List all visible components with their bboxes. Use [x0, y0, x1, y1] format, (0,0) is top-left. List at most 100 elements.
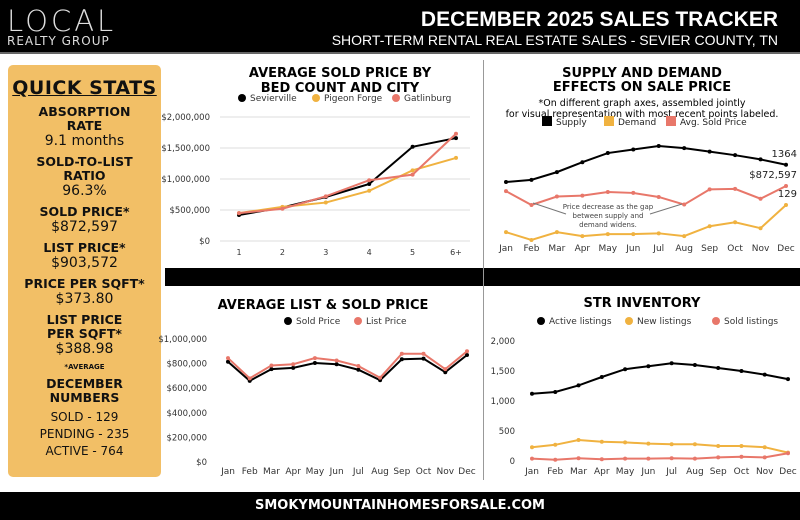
- data-point: [646, 364, 651, 369]
- data-point: [529, 238, 534, 242]
- legend-label: Pigeon Forge: [324, 94, 383, 104]
- data-point: [784, 203, 788, 207]
- x-tick-label: Jul: [665, 467, 677, 477]
- data-point: [762, 372, 767, 377]
- data-point: [334, 362, 339, 367]
- header: LOCAL REALTY GROUP DECEMBER 2025 SALES T…: [0, 0, 800, 54]
- stat-value: $872,597: [51, 219, 118, 235]
- data-point: [669, 361, 674, 366]
- x-tick-label: May: [599, 244, 618, 254]
- footer-website[interactable]: SMOKYMOUNTAINHOMESFORSALE.COM: [0, 492, 800, 520]
- chart-title: EFFECTS ON SALE PRICE: [553, 80, 731, 95]
- logo-subtitle: REALTY GROUP: [7, 34, 110, 48]
- stat-label: ABSORPTION RATE: [38, 104, 131, 133]
- y-tick-label: 0: [510, 457, 515, 467]
- data-point: [605, 151, 610, 156]
- data-point: [669, 456, 674, 461]
- x-tick-label: Dec: [779, 467, 796, 477]
- data-point: [504, 230, 508, 235]
- x-tick-label: Oct: [416, 467, 432, 477]
- data-point: [323, 194, 328, 199]
- data-point: [454, 136, 458, 141]
- legend-label: Sold listings: [724, 317, 778, 327]
- stat-price-sqft: PRICE PER SQFT* $373.80: [8, 277, 161, 308]
- chart-title: BED COUNT AND CITY: [261, 81, 420, 96]
- data-point: [656, 194, 661, 199]
- chart-title: AVERAGE LIST & SOLD PRICE: [218, 298, 429, 313]
- stat-label: LIST PRICE PER SQFT*: [46, 312, 123, 341]
- y-tick-label: 1,000: [491, 397, 515, 407]
- data-point: [623, 456, 628, 461]
- page-subtitle: SHORT-TERM RENTAL REAL ESTATE SALES - SE…: [331, 32, 778, 48]
- stat-value: 9.1 months: [44, 133, 125, 149]
- legend-marker: [284, 317, 292, 325]
- chart-title: STR INVENTORY: [584, 296, 702, 311]
- x-tick-label: 6+: [450, 248, 462, 257]
- y-tick-label: $400,000: [166, 409, 207, 419]
- data-point: [553, 390, 558, 394]
- data-point: [410, 144, 415, 149]
- data-point: [682, 234, 687, 239]
- x-tick-label: Apr: [594, 467, 610, 477]
- chart-note: for visual representation with most rece…: [506, 109, 779, 120]
- data-point: [692, 442, 697, 447]
- x-tick-label: Sep: [701, 244, 718, 254]
- month-pending: PENDING - 235: [39, 427, 130, 441]
- x-tick-label: Aug: [675, 244, 693, 254]
- data-point: [334, 358, 339, 363]
- data-point: [762, 445, 767, 450]
- data-point: [576, 438, 581, 442]
- data-point: [716, 444, 721, 448]
- x-tick-label: Sep: [393, 467, 410, 477]
- legend-marker: [312, 94, 320, 102]
- legend-marker: [542, 116, 552, 126]
- y-tick-label: 2,000: [491, 337, 515, 347]
- data-point: [733, 220, 738, 225]
- y-tick-label: $0: [196, 458, 207, 468]
- x-tick-label: Jun: [640, 467, 655, 477]
- data-point: [762, 455, 767, 460]
- stat-sold-price: SOLD PRICE* $872,597: [8, 204, 161, 236]
- y-tick-label: $200,000: [166, 433, 207, 443]
- data-point: [739, 454, 744, 459]
- data-point: [465, 352, 469, 357]
- stat-label: SOLD PRICE*: [39, 204, 130, 219]
- y-tick-label: 500: [499, 427, 515, 437]
- series-line-1: [531, 438, 789, 454]
- data-point: [576, 383, 581, 388]
- x-tick-label: 1: [236, 248, 241, 257]
- x-tick-label: Mar: [548, 244, 565, 254]
- data-point: [631, 190, 636, 195]
- data-point: [247, 376, 252, 381]
- legend-marker: [604, 116, 614, 126]
- month-title: DECEMBER NUMBERS: [46, 376, 123, 405]
- data-point: [530, 391, 534, 396]
- chart-title: AVERAGE SOLD PRICE BY: [249, 66, 432, 81]
- x-tick-label: Feb: [242, 467, 258, 477]
- data-point: [599, 439, 604, 444]
- data-point: [356, 364, 361, 369]
- data-point: [323, 200, 328, 205]
- legend-label: Avg. Sold Price: [680, 118, 747, 128]
- chart-title: SUPPLY AND DEMAND: [562, 66, 722, 81]
- x-tick-label: Jan: [220, 467, 235, 477]
- series-line-2: [505, 185, 787, 207]
- data-point: [410, 172, 415, 177]
- series-line-0: [505, 144, 787, 183]
- data-point: [707, 224, 712, 229]
- data-point: [739, 444, 744, 448]
- data-point: [758, 157, 763, 162]
- page-title: DECEMBER 2025 SALES TRACKER: [420, 8, 778, 31]
- x-tick-label: 4: [367, 248, 372, 257]
- x-tick-label: Dec: [777, 244, 794, 254]
- quick-stats-title: QUICK STATS: [12, 77, 157, 99]
- x-tick-label: Jan: [498, 244, 513, 254]
- x-tick-label: Nov: [756, 467, 774, 477]
- data-point: [656, 144, 661, 148]
- data-point: [631, 232, 636, 237]
- x-tick-label: 5: [410, 248, 415, 257]
- data-point: [226, 359, 230, 364]
